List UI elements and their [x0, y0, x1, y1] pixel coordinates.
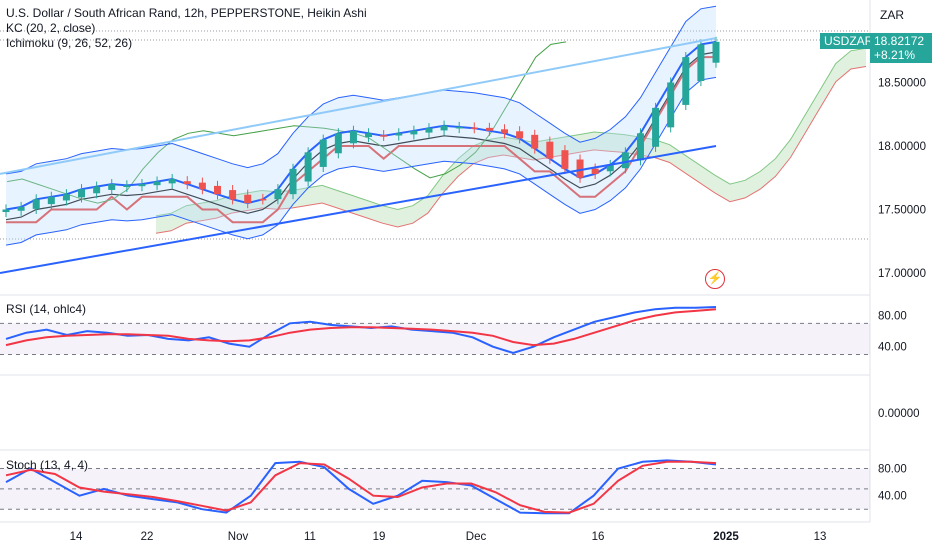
candle-body	[485, 127, 493, 131]
candle-body	[455, 126, 463, 129]
time-tick-label: Nov	[228, 531, 249, 543]
candle-body	[561, 150, 569, 169]
stoch-series-line	[5, 460, 717, 514]
candle-body	[395, 133, 403, 136]
candle-body	[259, 198, 267, 201]
candle-body	[516, 131, 524, 139]
candle-body	[531, 134, 539, 149]
ichimoku-cloud	[5, 41, 867, 234]
stoch-tick-label: 80.00	[878, 464, 907, 476]
chart-title: U.S. Dollar / South African Rand, 12h, P…	[6, 6, 367, 20]
time-tick-label: 16	[592, 531, 605, 543]
ichimoku-lagging	[7, 41, 567, 204]
candle-body	[62, 194, 70, 201]
time-tick-label: 14	[70, 531, 83, 543]
mid-pane-tick-label: 0.00000	[878, 408, 920, 420]
price-change: +8.21%	[874, 48, 916, 62]
candle-body	[591, 168, 599, 174]
candle-body	[198, 182, 206, 190]
stoch-label[interactable]: Stoch (13, 4, 4)	[6, 458, 89, 472]
candle-body	[244, 194, 252, 204]
candle-body	[17, 206, 25, 211]
price-tick-label: 17.50000	[878, 205, 926, 217]
candle-body	[697, 44, 705, 82]
ichimoku-baseline	[6, 56, 716, 224]
candle-body	[410, 130, 418, 135]
candle-body	[365, 133, 373, 138]
axes: 17.00000 17.50000 18.00000 18.50000 14 22 Nov 1…	[70, 78, 926, 544]
kc-label[interactable]: KC (20, 2, close)	[6, 21, 96, 35]
candle-body	[274, 189, 282, 200]
candle-body	[183, 181, 191, 185]
currency-label[interactable]: ZAR	[880, 8, 904, 22]
ichimoku-span-b	[155, 66, 867, 234]
ichimoku-label[interactable]: Ichimoku (9, 26, 52, 26)	[6, 36, 133, 50]
price-tick-label: 18.50000	[878, 78, 926, 90]
resistance-trendline	[0, 37, 717, 175]
rsi-series-line	[5, 308, 717, 347]
candle-body	[470, 127, 478, 129]
chart-legend: U.S. Dollar / South African Rand, 12h, P…	[6, 6, 367, 51]
symbol-tag: USDZAR	[820, 33, 873, 49]
candle-body	[621, 152, 629, 169]
candle-body	[606, 165, 614, 172]
candle-body	[682, 57, 690, 105]
rsi-tick-label: 40.00	[878, 342, 907, 354]
candle-body	[712, 41, 720, 63]
candle-body	[153, 181, 161, 186]
candle-body	[349, 130, 357, 144]
candle-body	[546, 141, 554, 159]
stoch-tick-label: 40.00	[878, 491, 907, 503]
candle-body	[108, 184, 116, 190]
candle-body	[138, 184, 146, 187]
candle-body	[304, 152, 312, 182]
support-trendline	[0, 145, 717, 274]
time-tick-label: Dec	[466, 531, 487, 543]
kc-fill	[6, 6, 716, 246]
candles	[2, 36, 720, 218]
alert-bolt-icon[interactable]: ⚡	[705, 269, 725, 289]
candle-body	[289, 168, 297, 195]
rsi-label[interactable]: RSI (14, ohlc4)	[6, 302, 87, 316]
candle-body	[636, 133, 644, 161]
stoch-pane: 40.00 80.00	[0, 459, 907, 515]
time-tick-label: 13	[814, 531, 827, 543]
ichimoku-cloud-fill	[156, 48, 866, 234]
candle-body	[229, 190, 237, 200]
kc-lower	[5, 76, 717, 246]
candle-body	[47, 196, 55, 205]
time-tick-label: 11	[304, 531, 316, 543]
grid-layer	[0, 0, 871, 523]
candle-body	[667, 82, 675, 128]
rsi-band-fill	[0, 323, 870, 355]
candle-body	[380, 135, 388, 137]
candle-body	[32, 199, 40, 209]
candle-body	[2, 209, 10, 213]
time-tick-label: 2025	[713, 531, 739, 543]
candle-body	[319, 139, 327, 167]
candle-body	[123, 185, 131, 188]
candle-body	[501, 129, 509, 134]
rsi-pane: 40.00 80.00	[0, 306, 907, 355]
candle-body	[425, 128, 433, 133]
candle-body	[93, 186, 101, 194]
candle-body	[440, 125, 448, 131]
candle-body	[168, 179, 176, 184]
time-tick-label: 22	[141, 531, 154, 543]
price-tick-label: 18.00000	[878, 141, 926, 153]
trendlines	[0, 37, 717, 274]
rsi-tick-label: 80.00	[878, 311, 907, 323]
candle-body	[576, 159, 584, 178]
candle-body	[213, 185, 221, 195]
price-tick-label: 17.00000	[878, 268, 926, 280]
price-tag: 18.82172 +8.21%	[870, 33, 932, 63]
candle-body	[78, 189, 86, 198]
price-value: 18.82172	[874, 34, 925, 48]
candle-body	[334, 133, 342, 154]
time-tick-label: 19	[373, 531, 386, 543]
ichimoku-conversion	[5, 51, 717, 221]
candle-body	[652, 107, 660, 147]
